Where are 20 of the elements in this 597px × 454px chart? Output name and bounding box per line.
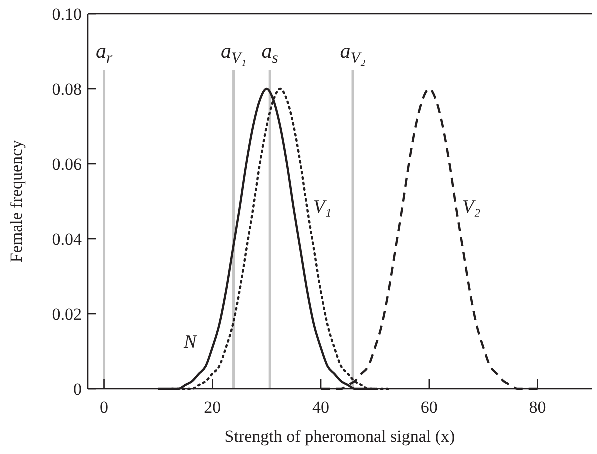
series-label: N	[182, 332, 198, 353]
x-tick-label: 60	[420, 398, 438, 417]
y-tick-label: 0.06	[52, 155, 82, 174]
x-tick-label: 20	[204, 398, 222, 417]
y-tick-label: 0.08	[52, 80, 82, 99]
y-tick-label: 0.10	[52, 5, 82, 24]
ref-line-label: a$_{V₂}$	[340, 39, 366, 67]
ref-line-label: a$_{s}$	[262, 39, 278, 67]
y-tick-label: 0	[74, 380, 82, 399]
y-axis-title: Female frequency	[7, 140, 26, 263]
y-tick-label: 0.04	[52, 230, 82, 249]
x-tick-label: 0	[100, 398, 109, 417]
series-label: V₂	[462, 197, 482, 218]
x-tick-label: 80	[529, 398, 546, 417]
ref-line-label: a$_{r}$	[96, 39, 114, 67]
ref-line-label: a$_{V₁}$	[220, 39, 247, 67]
series-label: V₁	[313, 197, 332, 218]
x-axis-title: Strength of pheromonal signal (x)	[224, 427, 456, 446]
x-tick-label: 40	[312, 398, 330, 417]
y-tick-label: 0.02	[52, 305, 82, 324]
